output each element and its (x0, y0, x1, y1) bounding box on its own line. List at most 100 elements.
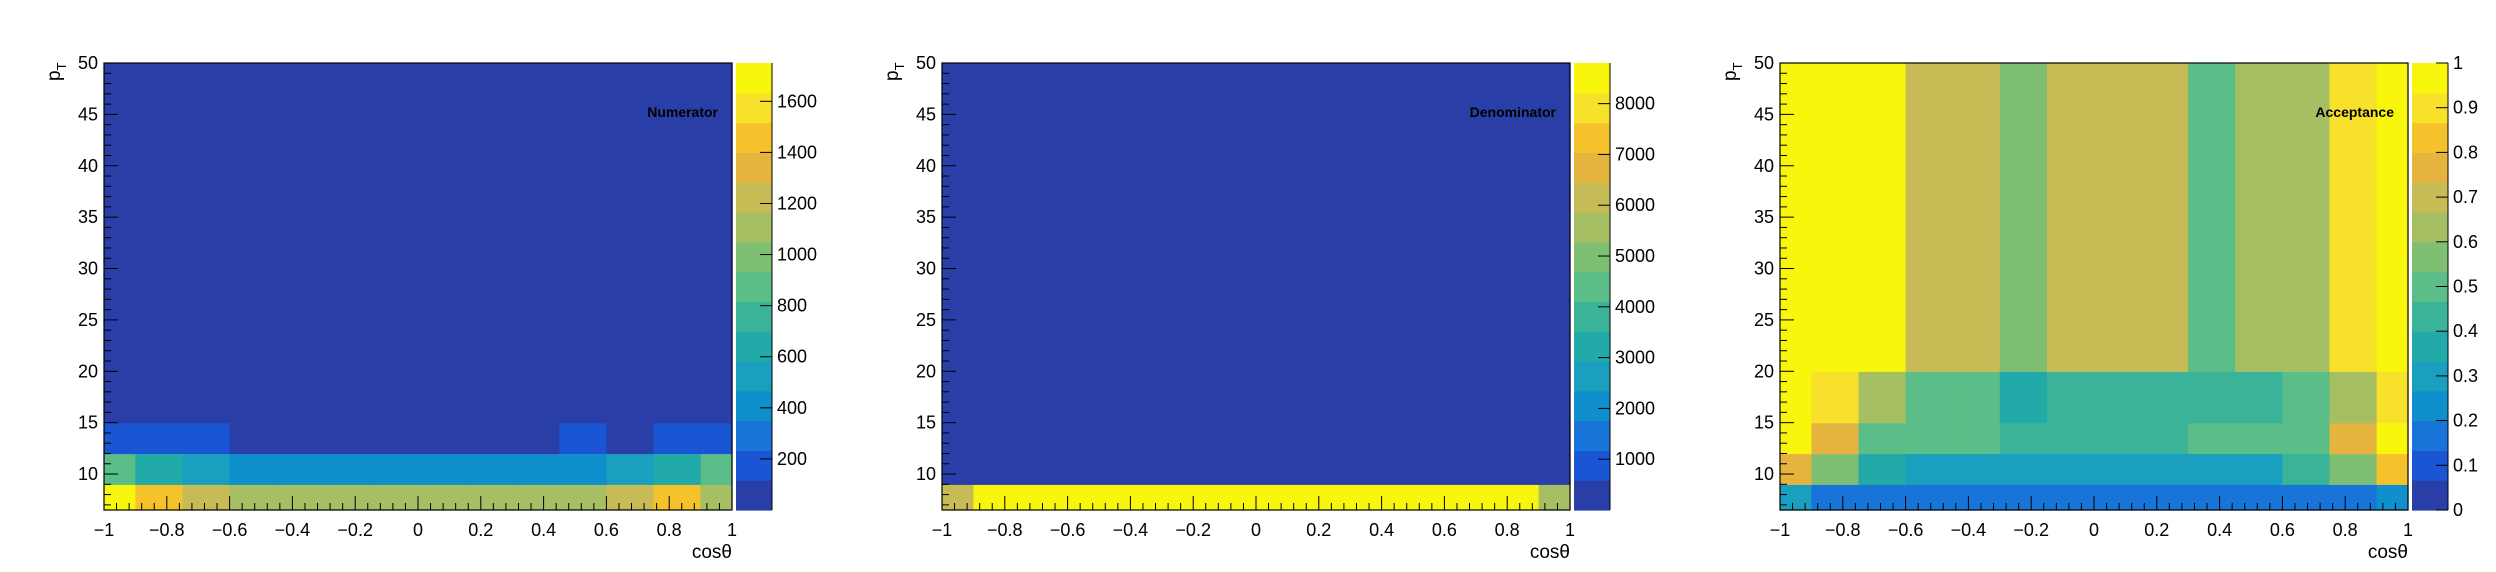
heatmap-cell (182, 422, 231, 455)
heatmap-cell (1208, 63, 1257, 372)
heatmap-cell (1161, 422, 1210, 455)
heatmap-cell (1952, 484, 2001, 511)
heatmap-cell (1444, 422, 1493, 455)
heatmap-cell (1905, 371, 1954, 424)
colorbar-tick-label: 8000 (1615, 94, 1655, 114)
x-tick-label: −1 (1770, 520, 1791, 540)
heatmap-cell (700, 422, 733, 455)
heatmap-cell (606, 422, 655, 455)
heatmap-panel-2: −1 −0.8 −0.6 −0.4 −0.2 0 0.2 0.4 0.6 0.8 1 10 15 20 25… (882, 53, 1655, 563)
panel-label: Acceptance (2315, 104, 2394, 120)
heatmap-cell (1999, 63, 2048, 372)
y-tick-label: 10 (1754, 464, 1774, 484)
heatmap-cell (1444, 371, 1493, 424)
panel-label: Numerator (647, 104, 718, 120)
heatmap-cell (2282, 422, 2331, 455)
heatmap-cell (323, 63, 372, 372)
heatmap-cell (1780, 422, 1812, 455)
heatmap-cell (1067, 453, 1116, 485)
colorbar-tick-label: 6000 (1615, 195, 1655, 215)
heatmap-cell (606, 63, 655, 372)
heatmap-cell (1350, 63, 1398, 372)
heatmap-cell (1780, 453, 1812, 485)
heatmap-cell (229, 422, 278, 455)
heatmap-cell (973, 453, 1022, 485)
x-tick-label: −1 (932, 520, 953, 540)
heatmap-cell (323, 422, 372, 455)
heatmap-cell (182, 63, 231, 372)
x-tick-label: 0 (413, 520, 423, 540)
colorbar-tick-label: 0.2 (2453, 411, 2478, 431)
y-tick-label: 45 (916, 104, 936, 124)
x-axis-title: cosθ (692, 542, 732, 563)
x-tick-label: −0.4 (1113, 520, 1149, 540)
heatmap-cell (1811, 453, 1860, 485)
colorbar-segment (1574, 152, 1610, 183)
heatmap-cell (512, 371, 560, 424)
y-tick-label: 25 (916, 310, 936, 330)
colorbar-segment (736, 152, 772, 183)
x-tick-label: −0.8 (987, 520, 1023, 540)
y-tick-label: 20 (916, 361, 936, 381)
heatmap-cell (104, 422, 136, 455)
heatmap-cell (229, 371, 278, 424)
heatmap-cell (2329, 453, 2378, 485)
heatmap-cell (1999, 484, 2048, 511)
heatmap-cell (1444, 453, 1493, 485)
x-axis-title: cosθ (2368, 542, 2408, 563)
colorbar-segment (2412, 122, 2448, 153)
colorbar-tick-label: 1000 (777, 245, 817, 265)
heatmap-cell (370, 371, 419, 424)
heatmap-cell (1397, 63, 1445, 372)
heatmap-cell (1811, 422, 1860, 455)
heatmap-cell (1020, 371, 1069, 424)
y-tick-label: 25 (78, 310, 98, 330)
heatmap-cell (653, 484, 702, 511)
heatmap-cell (1067, 63, 1116, 372)
heatmap-cell (2235, 453, 2283, 485)
x-tick-label: 0 (2089, 520, 2099, 540)
svg-text:pT: pT (1720, 62, 1745, 81)
heatmap-cell (1256, 453, 1304, 485)
x-tick-label: −0.6 (212, 520, 248, 540)
heatmap-cell (1858, 63, 1907, 372)
colorbar-segment (1574, 420, 1610, 451)
y-tick-label: 10 (78, 464, 98, 484)
x-tick-label: 0.6 (1432, 520, 1457, 540)
x-tick-label: −0.4 (275, 520, 311, 540)
colorbar-segment (2412, 331, 2448, 362)
x-tick-label: 0.8 (1495, 520, 1520, 540)
heatmap-cell (2376, 63, 2409, 372)
colorbar-segment (2412, 212, 2448, 243)
x-tick-label: 0.4 (2207, 520, 2232, 540)
heatmap-cell (2282, 453, 2331, 485)
y-tick-label: 10 (916, 464, 936, 484)
y-tick-label: 40 (916, 156, 936, 176)
heatmap-cell (370, 453, 419, 485)
colorbar-segment (736, 450, 772, 481)
heatmap-cell (1020, 422, 1069, 455)
heatmap-cell (2046, 484, 2095, 511)
heatmap-cell (276, 371, 325, 424)
y-tick-label: 15 (1754, 413, 1774, 433)
heatmap-cell (1256, 422, 1304, 455)
heatmap-cell (1538, 422, 1571, 455)
heatmap-cell (1858, 371, 1907, 424)
y-tick-label: 50 (78, 53, 98, 73)
x-tick-label: −0.2 (337, 520, 373, 540)
colorbar-segment (736, 361, 772, 392)
heatmap-cell (1397, 484, 1445, 511)
colorbar-tick-label: 2000 (1615, 398, 1655, 418)
colorbar-segment (1574, 63, 1610, 94)
colorbar-segment (2412, 480, 2448, 511)
heatmap-cell (942, 371, 974, 424)
y-tick-label: 40 (1754, 156, 1774, 176)
x-tick-label: 0.8 (2333, 520, 2358, 540)
heatmap-cell (512, 484, 560, 511)
heatmap-cell (2094, 453, 2142, 485)
heatmap-cell (2094, 484, 2142, 511)
heatmap-cell (2235, 63, 2283, 372)
heatmap-cell (418, 484, 466, 511)
heatmap-cell (2046, 63, 2095, 372)
